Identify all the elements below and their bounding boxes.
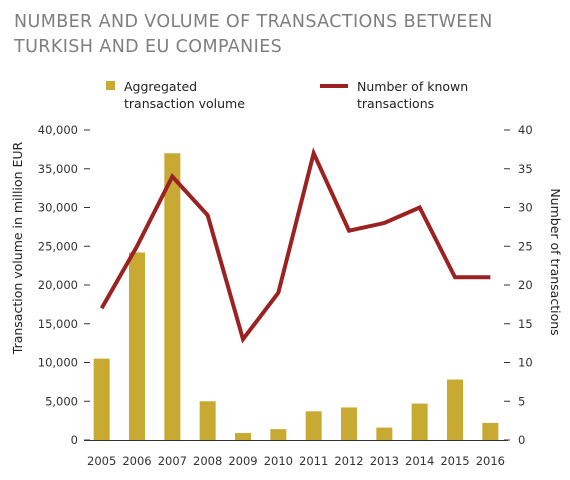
right-tick-label: 25 (518, 239, 533, 253)
right-axis: 0 5 10 15 20 25 30 35 40 (504, 123, 533, 447)
x-tick-label: 2011 (299, 454, 328, 468)
x-tick-label: 2006 (122, 454, 151, 468)
legend-bar-label: Aggregated (124, 79, 197, 94)
bar-2008 (199, 401, 216, 440)
left-tick-label: 10,000 (38, 356, 78, 370)
bar-2009 (235, 433, 251, 440)
line-path (99, 147, 491, 344)
right-tick-label: 30 (518, 201, 533, 215)
bar-2006 (129, 252, 145, 440)
line-series (99, 147, 491, 344)
bar-2005 (93, 358, 110, 440)
chart-title: NUMBER AND VOLUME OF TRANSACTIONS BETWEE… (14, 12, 493, 57)
right-tick-label: 15 (518, 317, 533, 331)
left-tick-label: 20,000 (38, 278, 78, 292)
x-tick-label: 2010 (264, 454, 293, 468)
left-tick-label: 40,000 (38, 123, 78, 137)
x-tick-label: 2005 (87, 454, 116, 468)
x-tick-label: 2009 (228, 454, 257, 468)
bar-2015 (447, 379, 463, 440)
y-axis-label: Transaction volume in million EUR (10, 141, 25, 355)
legend-line-label: Number of known (357, 79, 468, 94)
bar-2011 (305, 411, 322, 440)
legend: Aggregated transaction volume Number of kn… (106, 79, 468, 111)
x-tick-label: 2016 (476, 454, 505, 468)
x-tick-label: 2012 (334, 454, 363, 468)
x-tick-label: 2007 (158, 454, 187, 468)
left-tick-label: 30,000 (38, 201, 78, 215)
left-tick-label: 5,000 (45, 394, 78, 408)
right-tick-label: 5 (518, 394, 525, 408)
left-tick-label: 0 (71, 433, 78, 447)
x-axis: 2005 2006 2007 2008 2009 2010 2011 2012 2013 2014… (84, 440, 508, 468)
right-tick-label: 40 (518, 123, 533, 137)
bar-2014 (411, 403, 428, 440)
bar-2010 (270, 429, 287, 440)
legend-bar-label: transaction volume (124, 96, 245, 111)
y2-axis-label: Number of transactions (548, 188, 563, 335)
bar-2016 (482, 422, 499, 440)
x-tick-label: 2008 (193, 454, 222, 468)
x-tick-label: 2014 (405, 454, 434, 468)
right-tick-label: 35 (518, 162, 533, 176)
bar-2012 (341, 407, 357, 440)
x-tick-label: 2013 (370, 454, 399, 468)
legend-bar-swatch (106, 81, 115, 90)
left-axis: 0 5,000 10,000 15,000 20,000 25,000 30,000 35,0… (38, 123, 90, 447)
left-tick-label: 15,000 (38, 317, 78, 331)
x-tick-label: 2015 (440, 454, 469, 468)
left-tick-label: 25,000 (38, 239, 78, 253)
right-tick-label: 20 (518, 278, 533, 292)
bar-2013 (376, 427, 393, 440)
right-tick-label: 10 (518, 356, 533, 370)
right-tick-label: 0 (518, 433, 525, 447)
bars (93, 153, 499, 440)
bar-2007 (164, 153, 181, 440)
legend-line-label: transactions (357, 96, 434, 111)
left-tick-label: 35,000 (38, 162, 78, 176)
